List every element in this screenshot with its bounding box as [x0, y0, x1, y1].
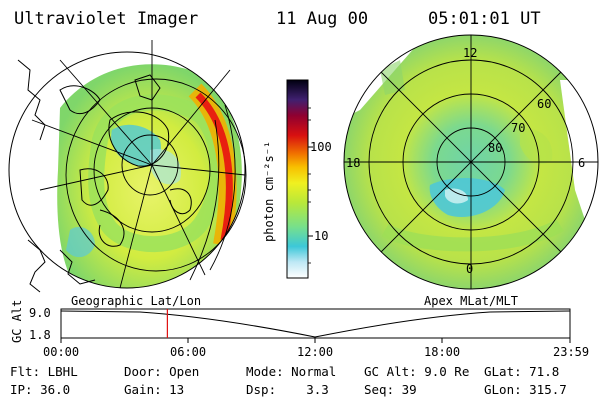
altitude-xtick: 12:00 [297, 345, 334, 359]
mlt-label-12: 12 [463, 46, 478, 60]
apex-map [343, 34, 599, 290]
mode-info: Mode: Normal [246, 364, 337, 379]
altitude-ytick-min: 1.8 [29, 328, 51, 342]
mlt-label-0: 0 [466, 262, 474, 276]
mlat-label-60: 60 [537, 97, 552, 111]
door-info: Door: Open [124, 364, 200, 379]
altitude-plot [60, 308, 571, 343]
mlat-label-70: 70 [511, 121, 526, 135]
ip-info: IP: 36.0 [10, 382, 71, 397]
altitude-ytick-max: 9.0 [29, 306, 51, 320]
mlat-label-80: 80 [488, 141, 503, 155]
altitude-xtick: 18:00 [424, 345, 461, 359]
glon-info: GLon: 315.7 [484, 382, 567, 397]
seq-info: Seq: 39 [364, 382, 417, 397]
apex-map-caption: Apex MLat/MLT [424, 294, 518, 308]
filter-info: Flt: LBHL [10, 364, 78, 379]
colorbar [286, 79, 313, 279]
instrument-title: Ultraviolet Imager [14, 9, 199, 29]
geographic-map-caption: Geographic Lat/Lon [71, 294, 202, 308]
altitude-xtick: 23:59 [553, 345, 590, 359]
gain-info: Gain: 13 [124, 382, 185, 397]
altitude-ylabel: GC Alt [10, 299, 24, 343]
colorbar-tick-10: 10 [314, 229, 329, 243]
altitude-xtick: 06:00 [170, 345, 207, 359]
altitude-curve [60, 310, 571, 338]
colorbar-unit-label: photon cm⁻²s⁻¹ [262, 140, 276, 242]
date-label: 11 Aug 00 [276, 9, 369, 29]
mlt-label-6: 6 [578, 156, 586, 170]
glat-info: GLat: 71.8 [484, 364, 560, 379]
colorbar-gradient [286, 79, 309, 279]
geographic-map [8, 40, 247, 293]
colorbar-tick-100: 100 [310, 140, 332, 154]
altitude-plot-frame [60, 308, 571, 339]
dsp-info: Dsp: 3.3 [246, 382, 329, 397]
mlt-label-18: 18 [346, 156, 361, 170]
gc-alt-info: GC Alt: 9.0 Re [364, 364, 470, 379]
time-label: 05:01:01 UT [428, 9, 541, 29]
altitude-xtick: 00:00 [43, 345, 80, 359]
